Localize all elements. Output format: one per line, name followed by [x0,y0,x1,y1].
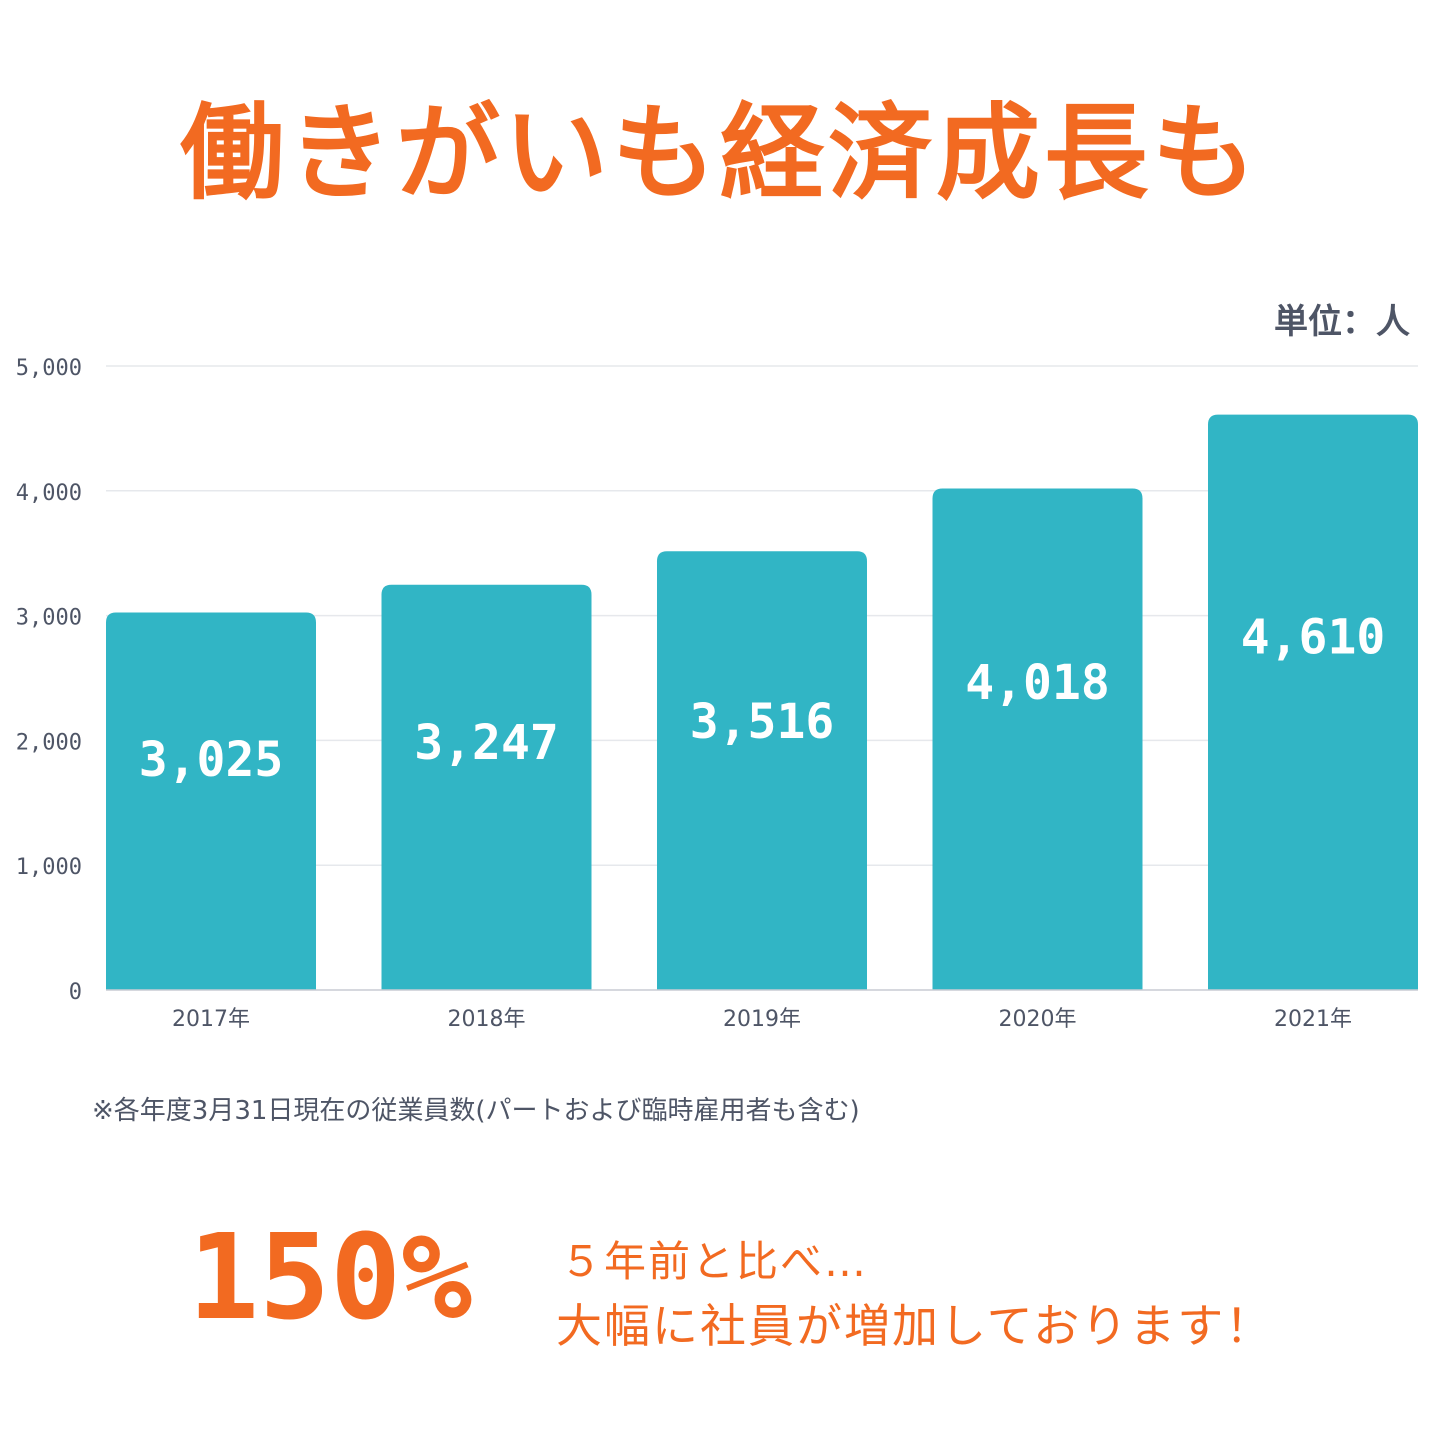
axes: 0 1,000 2,000 3,000 4,000 5,000 2017年 2018年 2019… [16,356,1418,1032]
footnote: ※各年度3月31日現在の従業員数(パートおよび臨時雇用者も含む) [92,1096,860,1126]
growth-percent: 150% [188,1208,473,1346]
bars: 3,025 3,247 3,516 4,018 4,610 [106,414,1418,990]
x-tick-label: 2018年 [448,1007,526,1032]
bar-value-label: 3,025 [139,732,284,788]
growth-message-line1: ５年前と比べ… [560,1237,869,1286]
y-tick-label: 5,000 [16,356,82,381]
growth-message-line2: 大幅に社員が増加しております！ [556,1299,1274,1353]
bar-value-label: 4,018 [965,655,1110,711]
y-tick-label: 0 [69,980,82,1005]
x-tick-label: 2019年 [723,1007,801,1032]
bar-chart: 3,025 3,247 3,516 4,018 4,610 0 1,000 2,000 3,0… [16,356,1418,1032]
page-title: 働きがいも経済成長も [179,92,1260,214]
x-tick-label: 2017年 [172,1007,250,1032]
bar [657,551,867,990]
bar [1208,414,1418,990]
unit-label: 単位：人 [1274,302,1410,342]
bar [932,488,1143,990]
bar-value-label: 3,516 [690,694,835,750]
bar [106,612,316,990]
y-tick-label: 4,000 [16,481,82,506]
y-tick-label: 3,000 [16,606,82,631]
bar-value-label: 4,610 [1241,609,1386,665]
x-tick-label: 2020年 [999,1007,1077,1032]
bar [381,584,592,990]
x-tick-label: 2021年 [1274,1007,1352,1032]
y-tick-label: 1,000 [16,855,82,880]
bar-value-label: 3,247 [414,715,559,771]
y-tick-label: 2,000 [16,730,82,755]
